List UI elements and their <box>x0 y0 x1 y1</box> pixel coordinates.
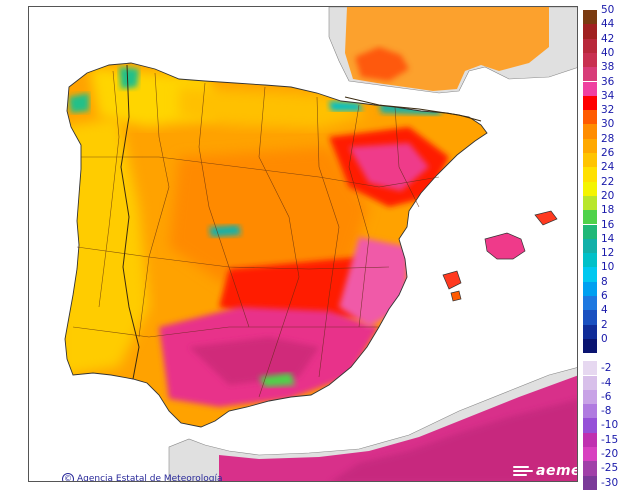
legend-label: 40 <box>601 46 615 59</box>
legend-swatch <box>583 52 597 68</box>
legend-label: -10 <box>601 419 619 432</box>
legend-swatch <box>583 375 597 390</box>
legend-label: 44 <box>601 18 615 31</box>
legend-label: 42 <box>601 32 615 45</box>
legend-swatch <box>583 181 597 196</box>
legend-label: 10 <box>601 261 615 274</box>
legend-label: -15 <box>601 433 619 446</box>
legend-swatch <box>583 461 597 476</box>
legend-label: 24 <box>601 161 615 174</box>
color-legend: 50 44 42 40 38 36 34 32 30 28 26 24 22 20 18 16 14 12 10 8 6… <box>583 4 630 492</box>
legend-label: -4 <box>601 376 612 389</box>
legend-swatch <box>583 253 597 268</box>
legend-swatch <box>583 310 597 325</box>
map-canvas <box>29 7 577 481</box>
legend-swatch <box>583 210 597 225</box>
legend-label: 30 <box>601 118 615 131</box>
legend-label: 32 <box>601 104 615 117</box>
copyright-icon: © <box>62 473 74 481</box>
legend-swatch <box>583 67 597 82</box>
legend-label: 26 <box>601 147 615 159</box>
legend-label: -25 <box>601 462 619 475</box>
logo-text: aemet <box>536 463 577 479</box>
legend-swatch <box>583 10 597 25</box>
legend-label: 22 <box>601 175 615 188</box>
legend-swatch <box>583 338 597 354</box>
legend-swatch <box>583 95 597 111</box>
balearic-islands <box>442 210 558 302</box>
legend-swatch <box>583 24 597 39</box>
legend-swatch <box>583 361 597 376</box>
legend-label: 20 <box>601 189 615 202</box>
legend-swatch <box>583 281 597 296</box>
legend-swatch <box>583 238 597 254</box>
legend-label: 2 <box>601 318 608 331</box>
legend-label: 28 <box>601 132 615 145</box>
legend-swatch <box>583 418 597 433</box>
legend-label: 6 <box>601 290 608 302</box>
temperature-map: © Agencia Estatal de Meteorología aemet <box>28 6 578 482</box>
aemet-logo: aemet <box>513 463 577 479</box>
legend-label: -6 <box>601 390 612 403</box>
credit-line: © Agencia Estatal de Meteorología <box>62 473 223 482</box>
legend-swatch <box>583 167 597 182</box>
legend-label: 50 <box>601 4 615 16</box>
legend-label: 0 <box>601 332 608 345</box>
legend-swatch <box>583 124 597 139</box>
portugal-spain-border <box>120 64 140 380</box>
france-heat-red <box>355 47 409 81</box>
legend-swatch <box>583 110 597 125</box>
legend-label: -8 <box>601 405 612 418</box>
legend-swatch <box>583 432 597 447</box>
legend-swatch <box>583 475 597 490</box>
legend-swatch <box>583 153 597 168</box>
pyrenees-border <box>344 96 482 122</box>
legend-swatch <box>583 195 597 211</box>
legend-swatch <box>583 447 597 462</box>
legend-label: 36 <box>601 75 615 88</box>
legend-label: 34 <box>601 89 615 102</box>
legend-label: 8 <box>601 275 608 288</box>
legend-swatch <box>583 38 597 53</box>
credit-text: Agencia Estatal de Meteorología <box>77 474 223 482</box>
legend-swatch <box>583 224 597 239</box>
legend-label: 18 <box>601 204 615 217</box>
africa-heat-dark <box>332 399 577 481</box>
legend-label: 12 <box>601 247 615 260</box>
legend-label: 38 <box>601 61 615 74</box>
legend-label: -2 <box>601 362 612 375</box>
legend-label: 4 <box>601 304 608 317</box>
legend-swatch <box>583 267 597 282</box>
legend-swatch <box>583 138 597 153</box>
legend-swatch <box>583 404 597 419</box>
logo-mark-icon <box>513 466 533 476</box>
legend-swatch <box>583 389 597 405</box>
legend-swatch <box>583 324 597 339</box>
legend-swatch <box>583 296 597 311</box>
legend-label: -20 <box>601 448 619 460</box>
legend-label: 16 <box>601 218 615 231</box>
legend-label: 14 <box>601 232 615 245</box>
legend-label: -30 <box>601 476 619 489</box>
legend-swatch <box>583 81 597 96</box>
